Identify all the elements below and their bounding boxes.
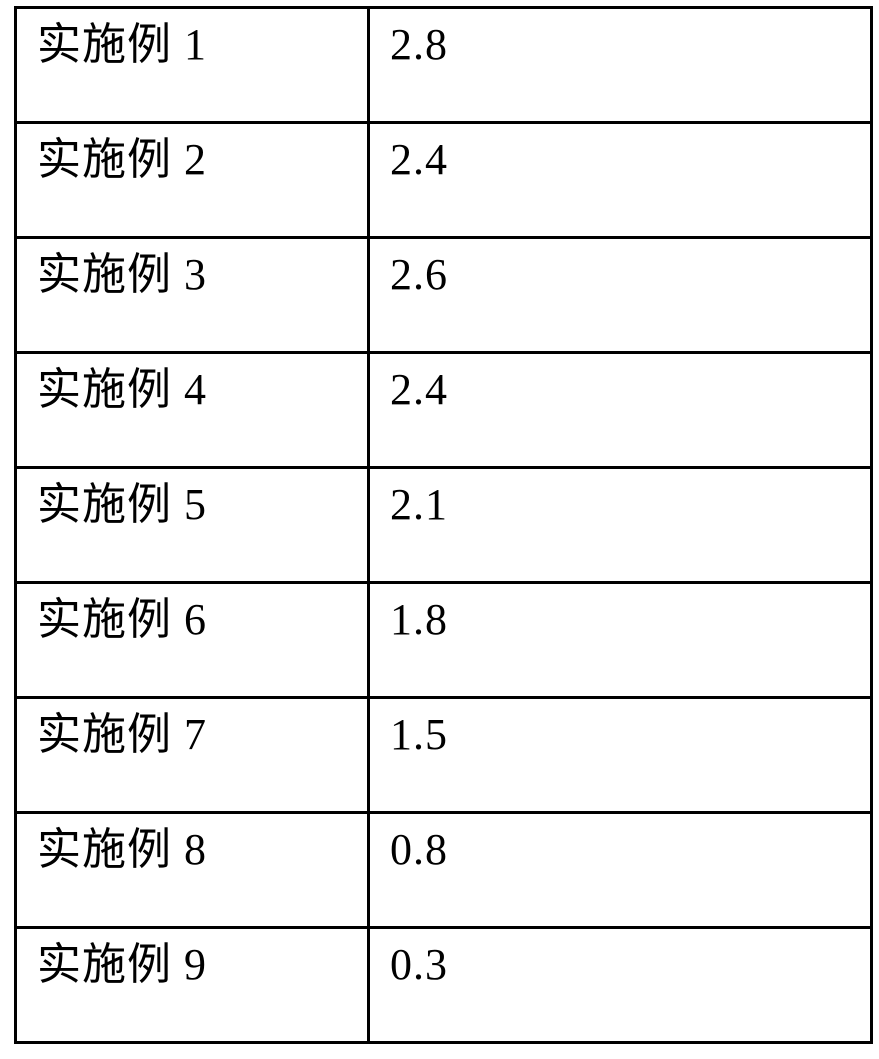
table-row: 实施例 5 2.1 (16, 468, 872, 583)
table-row: 实施例 6 1.8 (16, 583, 872, 698)
cell-value: 0.8 (369, 813, 872, 928)
cell-label: 实施例 3 (16, 238, 369, 353)
cell-label: 实施例 4 (16, 353, 369, 468)
table-row: 实施例 3 2.6 (16, 238, 872, 353)
cell-label: 实施例 1 (16, 8, 369, 123)
cell-value: 2.1 (369, 468, 872, 583)
cell-value: 2.6 (369, 238, 872, 353)
cell-label: 实施例 8 (16, 813, 369, 928)
table-row: 实施例 2 2.4 (16, 123, 872, 238)
cell-label: 实施例 7 (16, 698, 369, 813)
cell-value: 2.4 (369, 123, 872, 238)
cell-value: 1.8 (369, 583, 872, 698)
cell-label: 实施例 2 (16, 123, 369, 238)
cell-value: 2.8 (369, 8, 872, 123)
table-row: 实施例 8 0.8 (16, 813, 872, 928)
table-row: 实施例 7 1.5 (16, 698, 872, 813)
cell-value: 1.5 (369, 698, 872, 813)
data-table: 实施例 1 2.8 实施例 2 2.4 实施例 3 2.6 实施例 4 2.4 … (14, 6, 873, 1044)
table-row: 实施例 1 2.8 (16, 8, 872, 123)
page: 实施例 1 2.8 实施例 2 2.4 实施例 3 2.6 实施例 4 2.4 … (0, 0, 879, 1059)
cell-value: 0.3 (369, 928, 872, 1043)
cell-label: 实施例 5 (16, 468, 369, 583)
cell-label: 实施例 6 (16, 583, 369, 698)
cell-value: 2.4 (369, 353, 872, 468)
table-row: 实施例 4 2.4 (16, 353, 872, 468)
cell-label: 实施例 9 (16, 928, 369, 1043)
table-row: 实施例 9 0.3 (16, 928, 872, 1043)
